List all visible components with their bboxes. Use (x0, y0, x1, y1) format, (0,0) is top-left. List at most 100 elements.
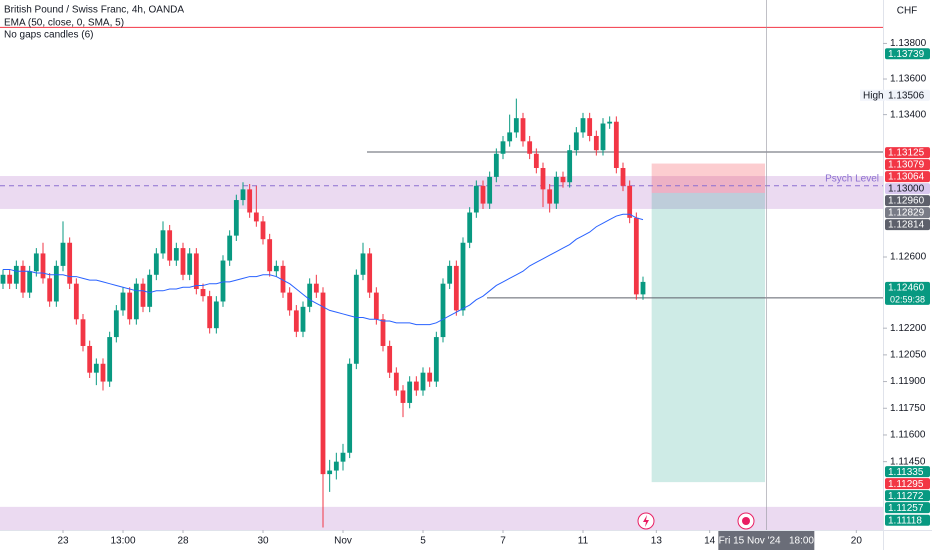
candle-body (373, 292, 379, 320)
candle-body (307, 283, 313, 307)
candle-body (553, 176, 559, 204)
candle-body (393, 372, 399, 391)
candle-body (560, 176, 566, 183)
candle-body (127, 292, 133, 320)
candle-body (487, 176, 493, 204)
candle-body (593, 135, 599, 151)
y-tick-label: 1.12600 (890, 252, 927, 263)
candle-body (353, 274, 359, 364)
candle-body (13, 265, 19, 284)
x-tick-label: 13 (651, 536, 663, 547)
candle-body (60, 242, 66, 266)
candle-body (20, 265, 26, 293)
price-label: 1.12829 (888, 208, 925, 219)
countdown: 02:59:38 (890, 294, 925, 304)
price-label: 1.11295 (888, 479, 924, 490)
price-label: 1.13739 (888, 49, 925, 60)
candle-body (180, 248, 186, 275)
indicator-label: No gaps candles (6) (4, 30, 94, 41)
price-label: 1.11272 (888, 491, 924, 502)
price-label: 1.12814 (888, 220, 925, 231)
candle-body (247, 189, 253, 213)
candle-body (87, 345, 93, 373)
zone (0, 176, 883, 209)
price-label-box (885, 466, 930, 478)
cursor-label-box (718, 531, 815, 550)
target-zone (651, 192, 765, 483)
price-label: 1.13125 (888, 148, 925, 159)
event-icon[interactable] (737, 512, 755, 530)
candle-body (600, 123, 606, 151)
candle-body (7, 274, 13, 284)
candle-body (360, 253, 366, 275)
x-tick-label: 11 (578, 536, 589, 547)
candle-body (460, 242, 466, 311)
x-tick-label: 23 (57, 536, 69, 547)
price-label-box (885, 478, 930, 490)
price-label-box (885, 183, 930, 195)
price-label: 1.11118 (888, 515, 922, 526)
y-tick-label: 1.11900 (890, 376, 926, 387)
x-tick-label: 5 (420, 536, 426, 547)
candle-body (187, 253, 193, 275)
candle-body (120, 292, 126, 311)
candle-body (33, 253, 39, 272)
price-label-box (885, 281, 930, 305)
price-label: 1.13000 (888, 184, 925, 195)
candle-body (260, 221, 266, 240)
indicator-label: EMA (50, close, 0, SMA, 5) (4, 18, 124, 29)
candle-body (47, 278, 53, 302)
candle-body (133, 283, 139, 320)
price-tag: High (863, 90, 884, 101)
price-label-box (885, 207, 930, 219)
candle-body (233, 200, 239, 236)
candle-body (333, 461, 339, 471)
candle-body (267, 239, 273, 272)
price-label: 1.11257 (888, 503, 924, 514)
candle-body (287, 292, 293, 311)
candle-body (327, 470, 333, 475)
candle-body (320, 292, 326, 475)
x-tick-label: Nov (334, 536, 352, 547)
y-tick-label: 1.11750 (890, 403, 926, 414)
price-label: 1.13079 (888, 160, 925, 171)
candle-body (200, 289, 206, 297)
candle-body (520, 118, 526, 142)
price-label: 1.12960 (888, 196, 925, 207)
price-label: 1.13064 (888, 172, 925, 183)
y-tick-label: 1.13400 (890, 109, 927, 120)
candle-body (27, 271, 33, 293)
price-tag-box (860, 89, 885, 101)
candle-body (273, 265, 279, 272)
candle-body (193, 253, 199, 290)
x-tick-label: 7 (500, 536, 506, 547)
x-tick-label: 28 (177, 536, 189, 547)
candle-body (607, 121, 613, 124)
candle-body (40, 253, 46, 279)
candle-body (407, 381, 413, 403)
candle-body (413, 381, 419, 391)
candle-body (220, 260, 226, 302)
candle-body (513, 118, 519, 133)
candle-body (100, 363, 106, 382)
candle-body (207, 296, 213, 329)
candle-body (347, 363, 353, 453)
y-tick-label: 1.11450 (890, 456, 926, 467)
candle-body (73, 283, 79, 320)
price-label: 1.11335 (888, 467, 924, 478)
event-icon[interactable] (637, 512, 655, 530)
candle-body (467, 212, 473, 243)
candle-body (213, 301, 219, 329)
candle-body (107, 337, 113, 382)
candle-body (433, 337, 439, 382)
candle-body (67, 242, 73, 284)
x-tick-label: 13:00 (110, 536, 135, 547)
candle-body (447, 265, 453, 284)
candle-body (300, 306, 306, 332)
chart-title: British Pound / Swiss Franc, 4h, OANDA (4, 5, 184, 16)
y-tick-label: 1.11600 (890, 430, 926, 441)
candle-body (427, 372, 433, 382)
x-tick-label: 20 (851, 536, 863, 547)
candle-body (160, 230, 166, 254)
